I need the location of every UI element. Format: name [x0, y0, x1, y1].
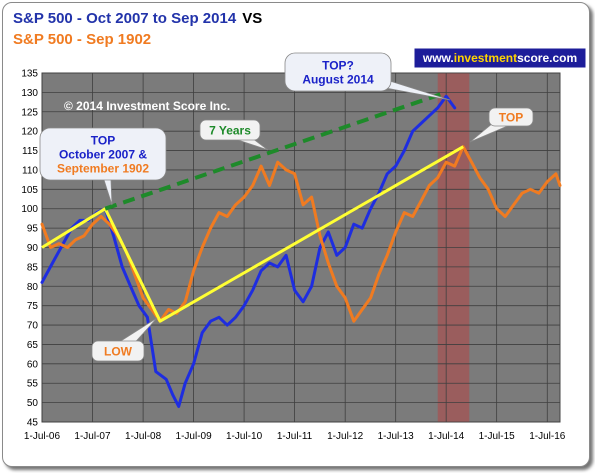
callout: LOW: [91, 317, 158, 362]
y-tick-label: 135: [21, 69, 38, 80]
callout-text: 7 Years: [209, 124, 251, 138]
y-tick-label: 100: [21, 204, 38, 215]
callout-box: [488, 107, 534, 127]
callout-box: [39, 127, 167, 181]
callout: TOP: [469, 107, 534, 143]
callout-text: TOP?: [322, 59, 354, 73]
y-axis: 45 50 55 60 65 70 75 80 85 90 95 100 105 110 115 120 125…: [21, 69, 38, 429]
x-tick-label: 1-Jul-13: [378, 431, 415, 442]
x-tick-label: 1-Jul-06: [24, 431, 61, 442]
callout-text: TOP: [499, 111, 523, 125]
x-tick-label: 1-Jul-14: [428, 431, 465, 442]
callout-text: August 2014: [302, 73, 374, 87]
chart-subtitle: S&P 500 - Sep 1902: [13, 31, 152, 48]
y-tick-label: 90: [27, 243, 39, 254]
x-tick-label: 1-Jul-08: [125, 431, 162, 442]
x-axis: 1-Jul-06 1-Jul-07 1-Jul-08 1-Jul-09 1-Jul-10…: [24, 431, 566, 442]
callout-box: [199, 119, 261, 141]
y-tick-label: 80: [27, 282, 39, 293]
y-tick-label: 125: [21, 107, 38, 118]
trendline-yellow: [41, 145, 464, 323]
y-tick-label: 120: [21, 127, 38, 138]
x-tick-label: 1-Jul-15: [479, 431, 516, 442]
callout-text: September 1902: [57, 162, 149, 176]
y-tick-label: 105: [21, 185, 38, 196]
series-line-blue: [40, 94, 457, 408]
y-tick-label: 85: [27, 262, 39, 273]
y-tick-label: 70: [27, 321, 39, 332]
title-vs: VS: [242, 10, 263, 27]
callout-box: [91, 340, 145, 362]
y-tick-label: 115: [22, 146, 38, 157]
chart-title: S&P 500 - Oct 2007 to Sep 2014 VS: [13, 10, 262, 27]
y-tick-label: 95: [27, 224, 39, 235]
x-tick-label: 1-Jul-16: [529, 431, 566, 442]
x-tick-label: 1-Jul-11: [277, 431, 313, 442]
x-tick-label: 1-Jul-10: [226, 431, 263, 442]
callout-text: TOP: [91, 134, 115, 148]
annotations: © 2014 Investment Score Inc. www.investme…: [39, 47, 587, 362]
y-tick-label: 110: [22, 165, 38, 176]
y-tick-label: 75: [27, 301, 39, 312]
callout-box: [284, 52, 392, 92]
brand-url: www.investmentscore.com: [422, 51, 577, 65]
y-tick-label: 50: [27, 398, 39, 409]
x-tick-label: 1-Jul-12: [327, 431, 364, 442]
callout-text: October 2007 &: [59, 148, 147, 162]
series-lines: [40, 90, 562, 408]
y-tick-label: 130: [21, 88, 38, 99]
y-tick-label: 55: [27, 379, 39, 390]
callout: 7 Years: [199, 119, 269, 151]
y-tick-label: 60: [27, 359, 39, 370]
callout-text: LOW: [104, 345, 133, 359]
x-tick-label: 1-Jul-07: [74, 431, 111, 442]
title-line-1: S&P 500 - Oct 2007 to Sep 2014: [13, 10, 237, 27]
watermark: © 2014 Investment Score Inc.: [64, 99, 230, 113]
brand-box: [413, 47, 587, 69]
y-tick-label: 45: [27, 418, 39, 429]
y-tick-label: 65: [27, 340, 39, 351]
x-tick-label: 1-Jul-09: [176, 431, 213, 442]
callout: TOP?August 2014: [284, 52, 451, 101]
trendline-green: [104, 90, 447, 211]
